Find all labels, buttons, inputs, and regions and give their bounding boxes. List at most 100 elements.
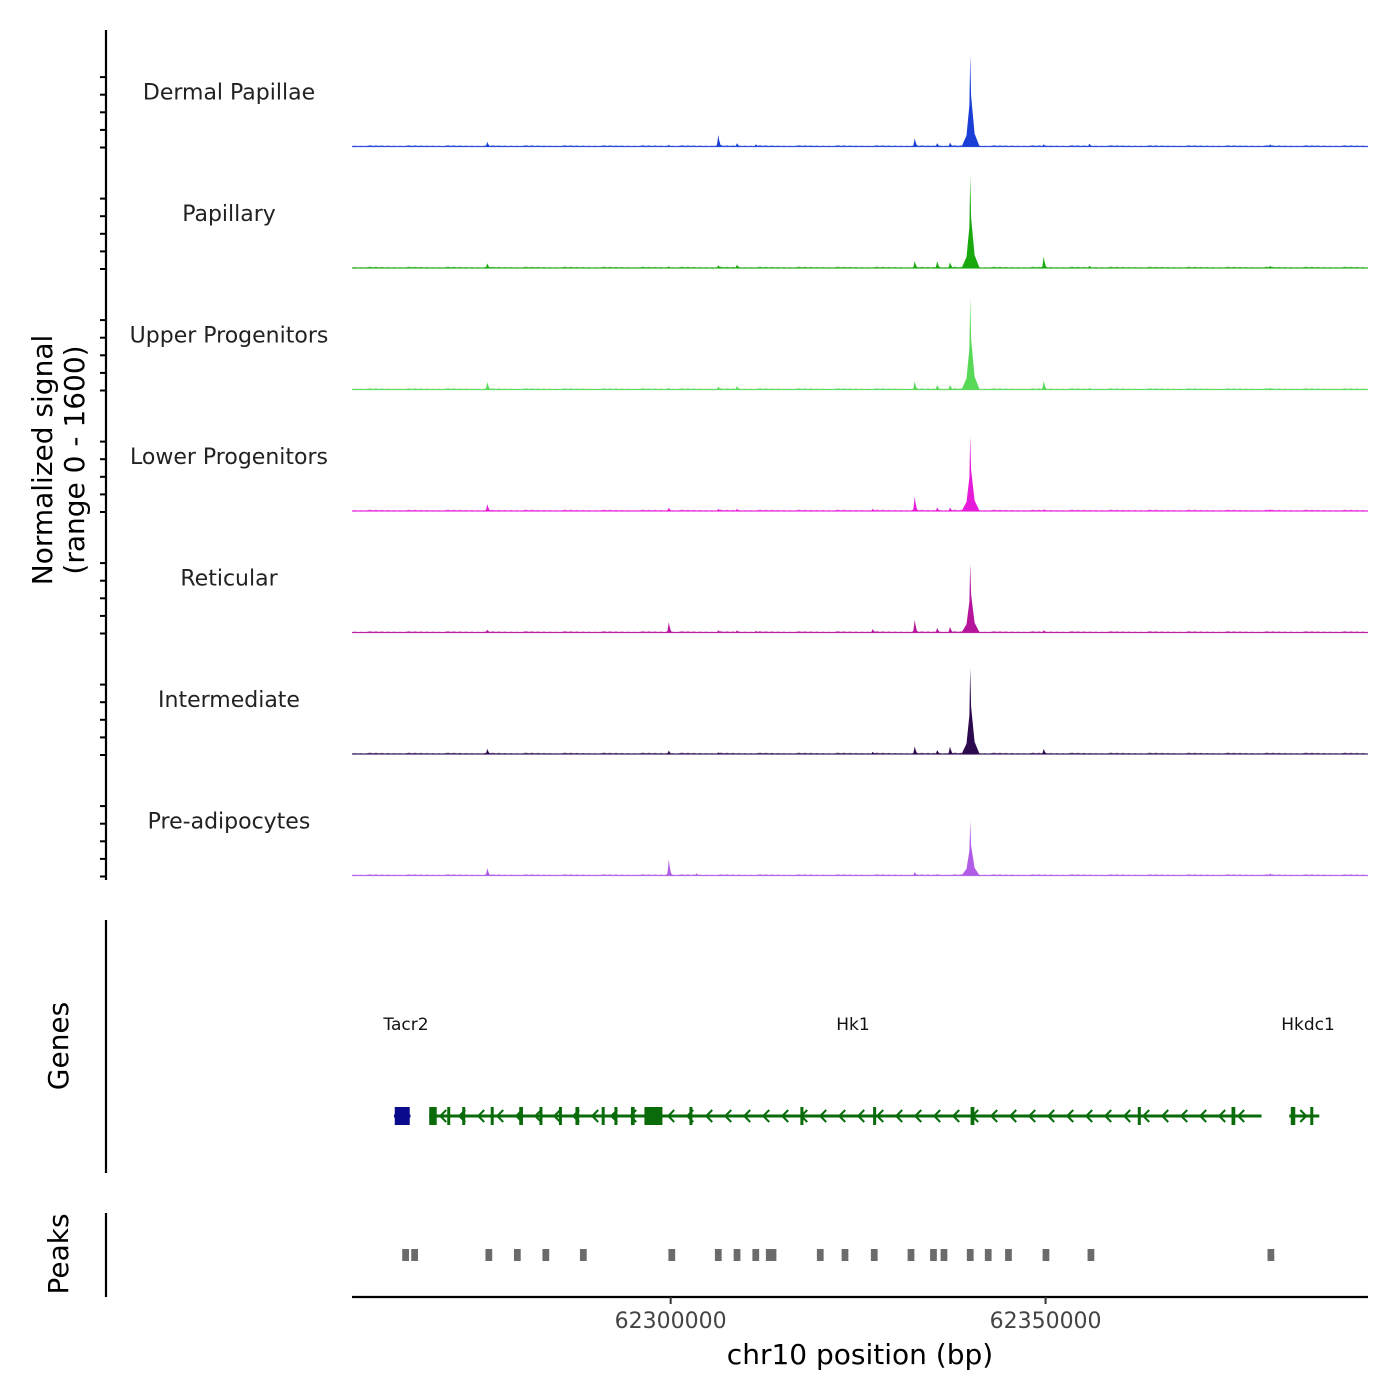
exon bbox=[1231, 1107, 1236, 1125]
peak-region bbox=[402, 1249, 409, 1261]
signal-peak bbox=[483, 263, 492, 268]
strand-arrow bbox=[856, 1109, 865, 1123]
signal-peak bbox=[961, 820, 980, 876]
strand-arrow bbox=[932, 1109, 941, 1123]
signal-peak bbox=[869, 751, 878, 754]
signal-peak bbox=[1266, 509, 1275, 511]
signal-peak bbox=[946, 384, 955, 390]
strand-arrow bbox=[1046, 1109, 1055, 1123]
gene-hk1: Hk1 bbox=[429, 1015, 1262, 1125]
strand-arrow bbox=[1160, 1109, 1169, 1123]
track-noise bbox=[352, 874, 1368, 876]
track-noise bbox=[352, 388, 1368, 390]
track-upper-progenitors: Upper Progenitors bbox=[130, 297, 1368, 391]
track-label: Intermediate bbox=[158, 688, 300, 713]
exon bbox=[447, 1107, 451, 1125]
strand-arrow bbox=[1122, 1109, 1131, 1123]
strand-arrow bbox=[1008, 1109, 1017, 1123]
peak-region bbox=[733, 1249, 741, 1261]
signal-peak bbox=[665, 622, 674, 633]
peak-region bbox=[816, 1249, 824, 1261]
signal-peak bbox=[1266, 265, 1275, 268]
peak-region bbox=[752, 1249, 760, 1261]
exon bbox=[1137, 1107, 1141, 1125]
strand-arrow bbox=[913, 1109, 922, 1123]
signal-peak bbox=[961, 667, 980, 754]
gene-tacr2: Tacr2 bbox=[382, 1015, 429, 1125]
strand-arrow bbox=[989, 1109, 998, 1123]
coverage-tracks: Dermal Papillae Papillary Upper Progenitor… bbox=[130, 54, 1368, 877]
strand-arrow bbox=[552, 1109, 561, 1123]
peak-region bbox=[907, 1249, 915, 1261]
y-axis-label-line1: Normalized signal bbox=[26, 335, 59, 586]
signal-peak bbox=[1085, 387, 1094, 390]
signal-peak bbox=[692, 873, 701, 876]
strand-arrow bbox=[590, 1109, 599, 1123]
signal-peak bbox=[665, 750, 674, 754]
peak-region bbox=[542, 1249, 550, 1261]
peak-region bbox=[411, 1249, 418, 1261]
peak-region bbox=[1042, 1249, 1050, 1261]
track-noise bbox=[352, 752, 1368, 754]
strand-arrow bbox=[894, 1109, 903, 1123]
exon bbox=[630, 1107, 635, 1125]
signal-peak bbox=[1040, 630, 1049, 633]
strand-arrow bbox=[780, 1109, 789, 1123]
signal-peak bbox=[946, 507, 955, 511]
signal-peak bbox=[483, 868, 492, 876]
exon bbox=[462, 1107, 466, 1125]
track-dermal-papillae: Dermal Papillae bbox=[143, 54, 1368, 148]
exon bbox=[429, 1107, 437, 1125]
peak-region bbox=[485, 1249, 493, 1261]
signal-peak bbox=[869, 629, 878, 633]
strand-arrow bbox=[818, 1109, 827, 1123]
track-reticular: Reticular bbox=[180, 563, 1368, 634]
strand-arrow bbox=[1141, 1109, 1150, 1123]
signal-peak bbox=[483, 141, 492, 147]
signal-peak bbox=[1085, 143, 1094, 147]
strand-arrow bbox=[723, 1109, 732, 1123]
signal-peak bbox=[946, 262, 955, 268]
signal-peak bbox=[714, 265, 723, 268]
peak-region bbox=[765, 1249, 777, 1261]
peaks-panel bbox=[104, 1213, 1275, 1297]
strand-arrow bbox=[875, 1109, 884, 1123]
gene-label: Hk1 bbox=[836, 1015, 869, 1035]
track-label: Reticular bbox=[180, 567, 278, 592]
signal-peak bbox=[714, 135, 723, 147]
signal-peak bbox=[483, 504, 492, 511]
exon bbox=[519, 1107, 523, 1125]
track-intermediate: Intermediate bbox=[158, 667, 1368, 755]
track-lower-progenitors: Lower Progenitors bbox=[130, 436, 1368, 512]
signal-peak bbox=[961, 297, 980, 390]
exon bbox=[490, 1107, 494, 1125]
strand-arrow bbox=[1179, 1109, 1188, 1123]
y-axis-label-line2: (range 0 - 1600) bbox=[58, 345, 91, 574]
signal-peak bbox=[961, 54, 980, 147]
strand-arrow bbox=[1103, 1109, 1112, 1123]
strand-arrow bbox=[1065, 1109, 1074, 1123]
signal-peak bbox=[933, 750, 942, 754]
track-label: Pre-adipocytes bbox=[148, 810, 311, 835]
exon bbox=[394, 1107, 410, 1125]
gene-label: Tacr2 bbox=[382, 1015, 428, 1035]
track-label: Upper Progenitors bbox=[130, 324, 329, 349]
peak-region bbox=[940, 1249, 948, 1261]
signal-peak bbox=[1040, 256, 1049, 268]
signal-peak bbox=[1040, 144, 1049, 147]
track-papillary: Papillary bbox=[182, 176, 1368, 269]
signal-peak bbox=[733, 264, 742, 268]
exon bbox=[873, 1107, 877, 1125]
signal-peak bbox=[933, 384, 942, 390]
signal-peak bbox=[733, 386, 742, 390]
peak-region bbox=[1267, 1249, 1275, 1261]
signal-peak bbox=[752, 630, 761, 633]
signal-peak bbox=[665, 507, 674, 511]
exon bbox=[970, 1107, 975, 1125]
peak-region bbox=[984, 1249, 992, 1261]
signal-peak bbox=[483, 629, 492, 633]
signal-peak bbox=[911, 138, 920, 147]
exon bbox=[558, 1107, 562, 1125]
track-label: Dermal Papillae bbox=[143, 81, 315, 106]
peak-region bbox=[714, 1249, 722, 1261]
